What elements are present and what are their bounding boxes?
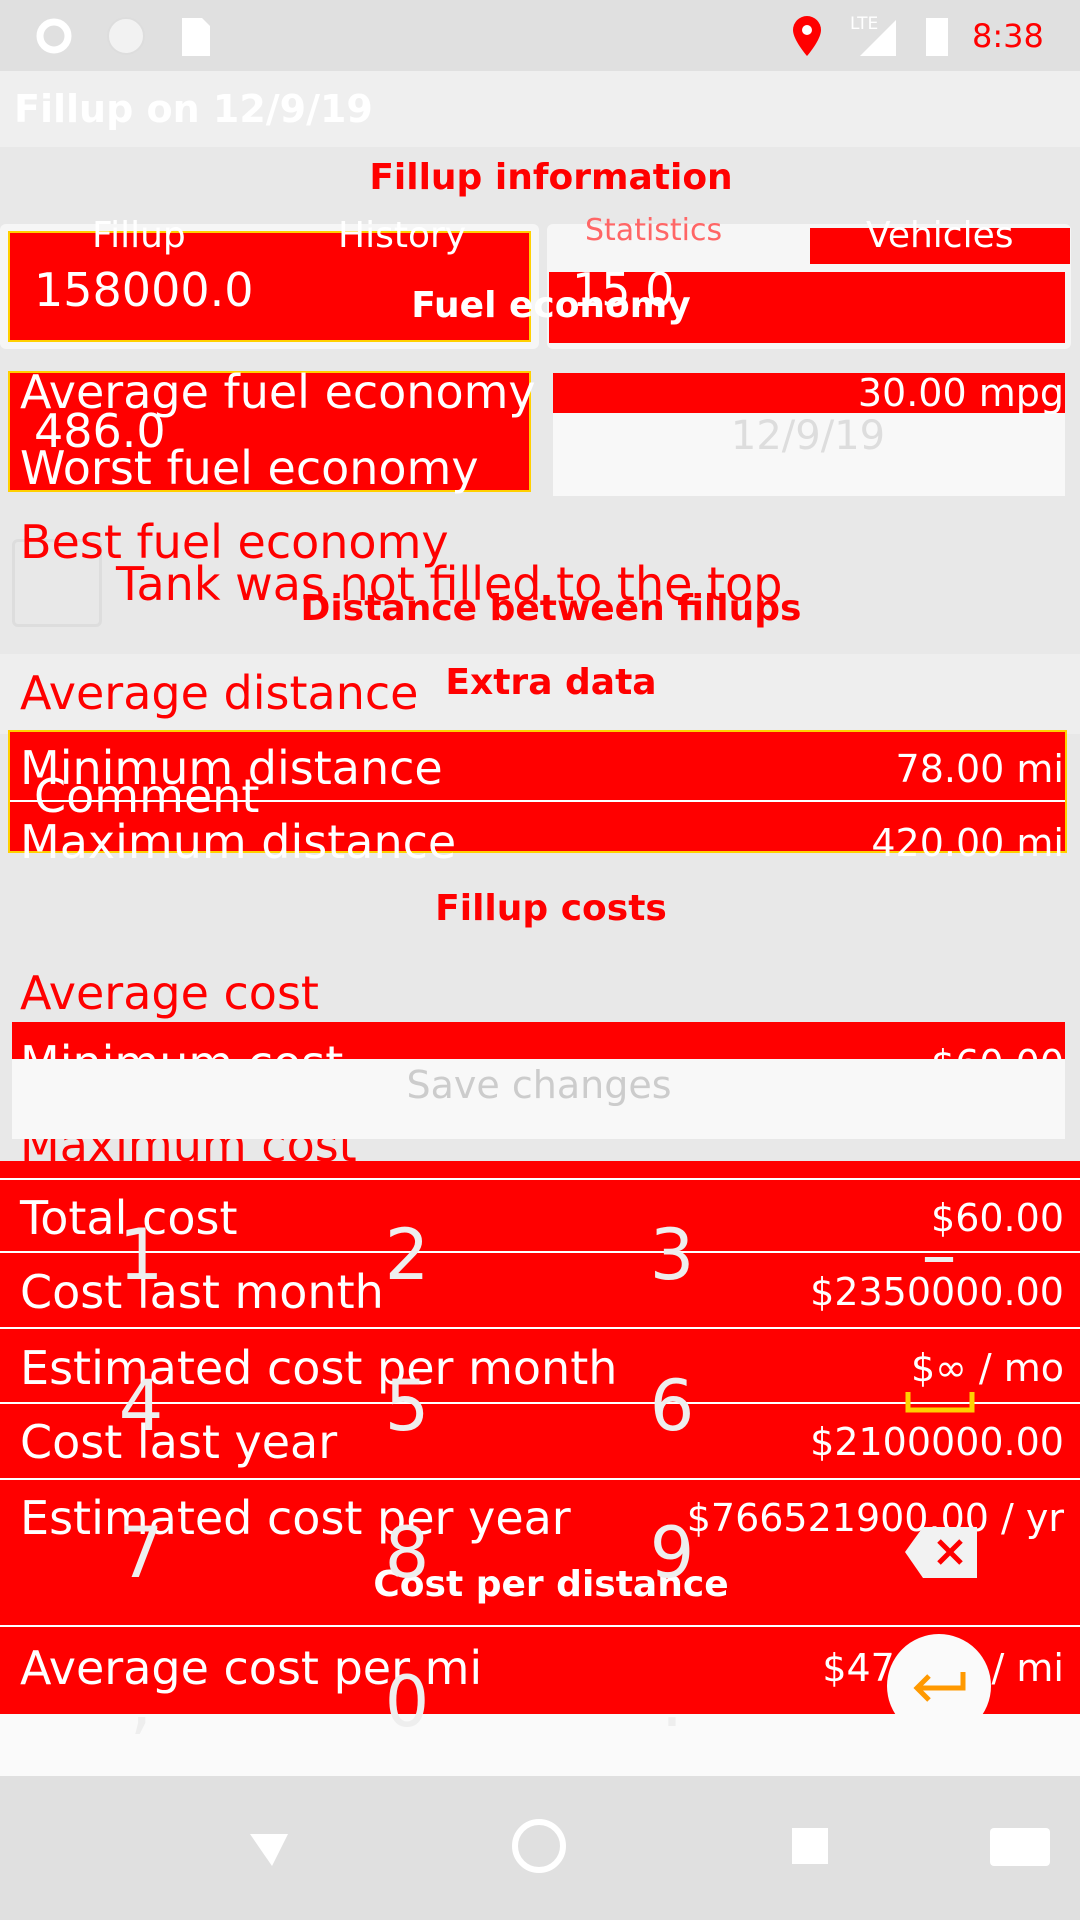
status-bar: LTE 8:38 <box>0 0 1080 71</box>
key[interactable]: 7 <box>118 1512 164 1594</box>
key[interactable]: 3 <box>649 1214 695 1296</box>
stats-block <box>0 1161 1080 1714</box>
stat-value: $∞ / mo <box>910 1346 1064 1390</box>
key[interactable]: 8 <box>384 1512 430 1594</box>
stat-label: Worst fuel economy <box>20 441 479 495</box>
stat-label: Total cost <box>20 1191 238 1245</box>
tab-highlight <box>810 228 1070 264</box>
row-divider <box>0 1478 1080 1480</box>
stat-label: Estimated cost per month <box>20 1341 618 1395</box>
odometer-value: 158000.0 <box>34 263 254 317</box>
stat-value: 30.00 mpg <box>857 371 1064 415</box>
app-title: Fillup on 12/9/19 <box>14 87 373 131</box>
checkbox-label[interactable]: Tank was not filled to the top <box>116 557 783 611</box>
stat-value: 420.00 mi <box>871 821 1064 865</box>
clock: 8:38 <box>972 17 1044 55</box>
price-value: 486.0 <box>34 404 166 458</box>
nav-bar <box>0 1776 1080 1920</box>
enter-key[interactable] <box>887 1634 991 1738</box>
checkbox[interactable] <box>12 539 102 627</box>
backspace-key[interactable] <box>903 1525 979 1580</box>
volume-value: 15.0 <box>572 263 675 317</box>
key[interactable]: 2 <box>384 1214 430 1296</box>
stat-label: Average distance <box>20 666 419 720</box>
section-title: Fillup costs <box>435 888 667 929</box>
row-divider <box>0 1625 1080 1627</box>
stat-value: $2350000.00 <box>810 1270 1064 1314</box>
stat-label: Cost last month <box>20 1265 384 1319</box>
tab[interactable]: History <box>338 215 467 256</box>
save-label[interactable]: Save changes <box>406 1063 672 1107</box>
stat-value: $2100000.00 <box>810 1420 1064 1464</box>
tab[interactable]: Fillup <box>92 215 186 256</box>
tab[interactable]: Statistics <box>585 213 723 248</box>
stat-label: Maximum distance <box>20 815 457 869</box>
row-divider <box>0 1178 1080 1180</box>
comment-hint: Comment <box>34 769 260 823</box>
comment-highlight <box>8 730 1067 853</box>
row-divider <box>0 1251 1080 1253</box>
tab[interactable]: Vehicles <box>866 215 1014 256</box>
key[interactable]: 0 <box>384 1661 430 1743</box>
save-highlight <box>12 1022 1065 1062</box>
app-bar <box>0 71 1080 147</box>
key[interactable]: 4 <box>118 1365 164 1447</box>
status-icons <box>36 17 210 56</box>
network-type: LTE <box>850 14 879 34</box>
stat-label: Minimum distance <box>20 741 443 795</box>
stat-label: Cost last year <box>20 1415 338 1469</box>
price-highlight <box>8 371 531 492</box>
row-divider <box>0 1327 1080 1329</box>
extra-title: Extra data <box>445 662 657 703</box>
extra-band <box>0 654 1080 734</box>
form-title: Fillup information <box>369 157 733 198</box>
space-key[interactable] <box>905 1390 975 1414</box>
save-button[interactable] <box>12 1059 1065 1139</box>
volume-highlight <box>549 272 1065 343</box>
section-title: Cost per distance <box>373 1564 729 1605</box>
stat-value: 78.00 mi <box>895 747 1064 791</box>
status-right-icons <box>793 16 948 56</box>
key[interactable]: . <box>660 1661 684 1743</box>
odometer-highlight <box>8 231 531 342</box>
stat-value: $60.00 <box>931 1196 1064 1240</box>
key[interactable]: 5 <box>384 1365 430 1447</box>
keypad-bottom <box>0 1714 1080 1776</box>
stat-value: $766521900.00 / yr <box>686 1496 1064 1540</box>
key[interactable]: , <box>129 1661 153 1743</box>
row-divider <box>0 1402 1080 1404</box>
key[interactable]: 1 <box>118 1214 164 1296</box>
key[interactable]: 9 <box>649 1512 695 1594</box>
nav-icons <box>250 1819 1050 1873</box>
date-field[interactable] <box>553 373 1065 496</box>
stat-label: Average cost per mi <box>20 1641 483 1695</box>
stat-label: Estimated cost per year <box>20 1491 571 1545</box>
stat-label: Average cost <box>20 966 319 1020</box>
key[interactable]: – <box>921 1214 957 1296</box>
section-title: Distance between fillups <box>300 588 802 629</box>
divider <box>10 800 1065 802</box>
stat-label: Best fuel economy <box>20 515 449 569</box>
date-value: 12/9/19 <box>730 413 886 459</box>
section-title: Fuel economy <box>411 285 691 326</box>
key[interactable]: 6 <box>649 1365 695 1447</box>
stat-label: Average fuel economy <box>20 365 536 419</box>
